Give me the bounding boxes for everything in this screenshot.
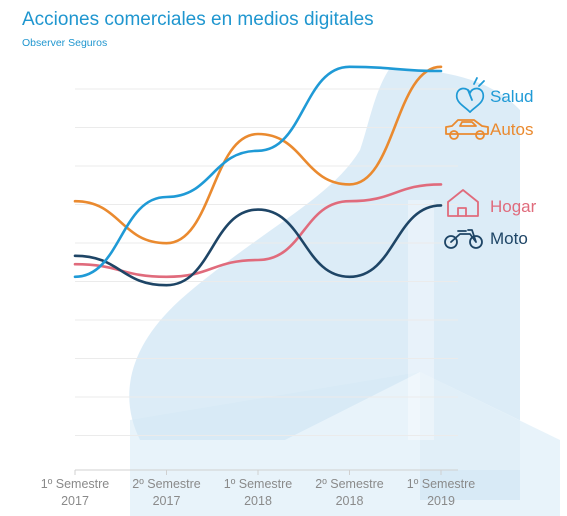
x-tick-label: 1º Semestre 2017 [41,477,110,508]
house-icon [447,189,479,217]
heart-icon [455,77,485,114]
series-line-salud [73,65,443,279]
legend-item-autos: Autos [445,119,533,140]
x-tick-label: 2º Semestre 2017 [132,477,201,508]
series-line-autos [73,65,443,245]
x-tick-label-line1: 2º Semestre [132,477,201,491]
x-tick-label-line2: 2017 [61,494,89,508]
legend-label: Salud [490,87,533,106]
legend-label: Hogar [490,197,537,216]
series-lines [73,65,443,287]
x-tick-label: 1º Semestre 2018 [224,477,293,508]
legend-item-salud: Salud [455,77,533,114]
x-tick-label-line2: 2018 [244,494,272,508]
series-line-hogar [73,183,443,279]
x-tick-label-line2: 2018 [336,494,364,508]
chart-subtitle: Observer Seguros [22,37,108,49]
x-tick-label-line1: 1º Semestre [41,477,110,491]
background-watermark-logo [129,68,560,516]
x-tick-label-line2: 2019 [427,494,455,508]
x-tick-label-line1: 2º Semestre [315,477,384,491]
car-icon [445,119,489,140]
series-line-moto [73,204,443,287]
x-tick-label-line1: 1º Semestre [224,477,293,491]
gridlines [75,88,458,436]
legend-item-hogar: Hogar [447,189,537,217]
legend-label: Autos [490,120,533,139]
motorcycle-icon [444,229,483,249]
legend-item-moto: Moto [444,229,528,249]
x-tick-label-line1: 1º Semestre [407,477,476,491]
x-tick-label: 1º Semestre 2019 [407,477,476,508]
x-tick-label-line2: 2017 [153,494,181,508]
x-tick-label: 2º Semestre 2018 [315,477,384,508]
legend: Salud Autos Hogar Moto [444,77,537,249]
legend-label: Moto [490,229,528,248]
chart-title: Acciones comerciales en medios digitales [22,9,374,30]
